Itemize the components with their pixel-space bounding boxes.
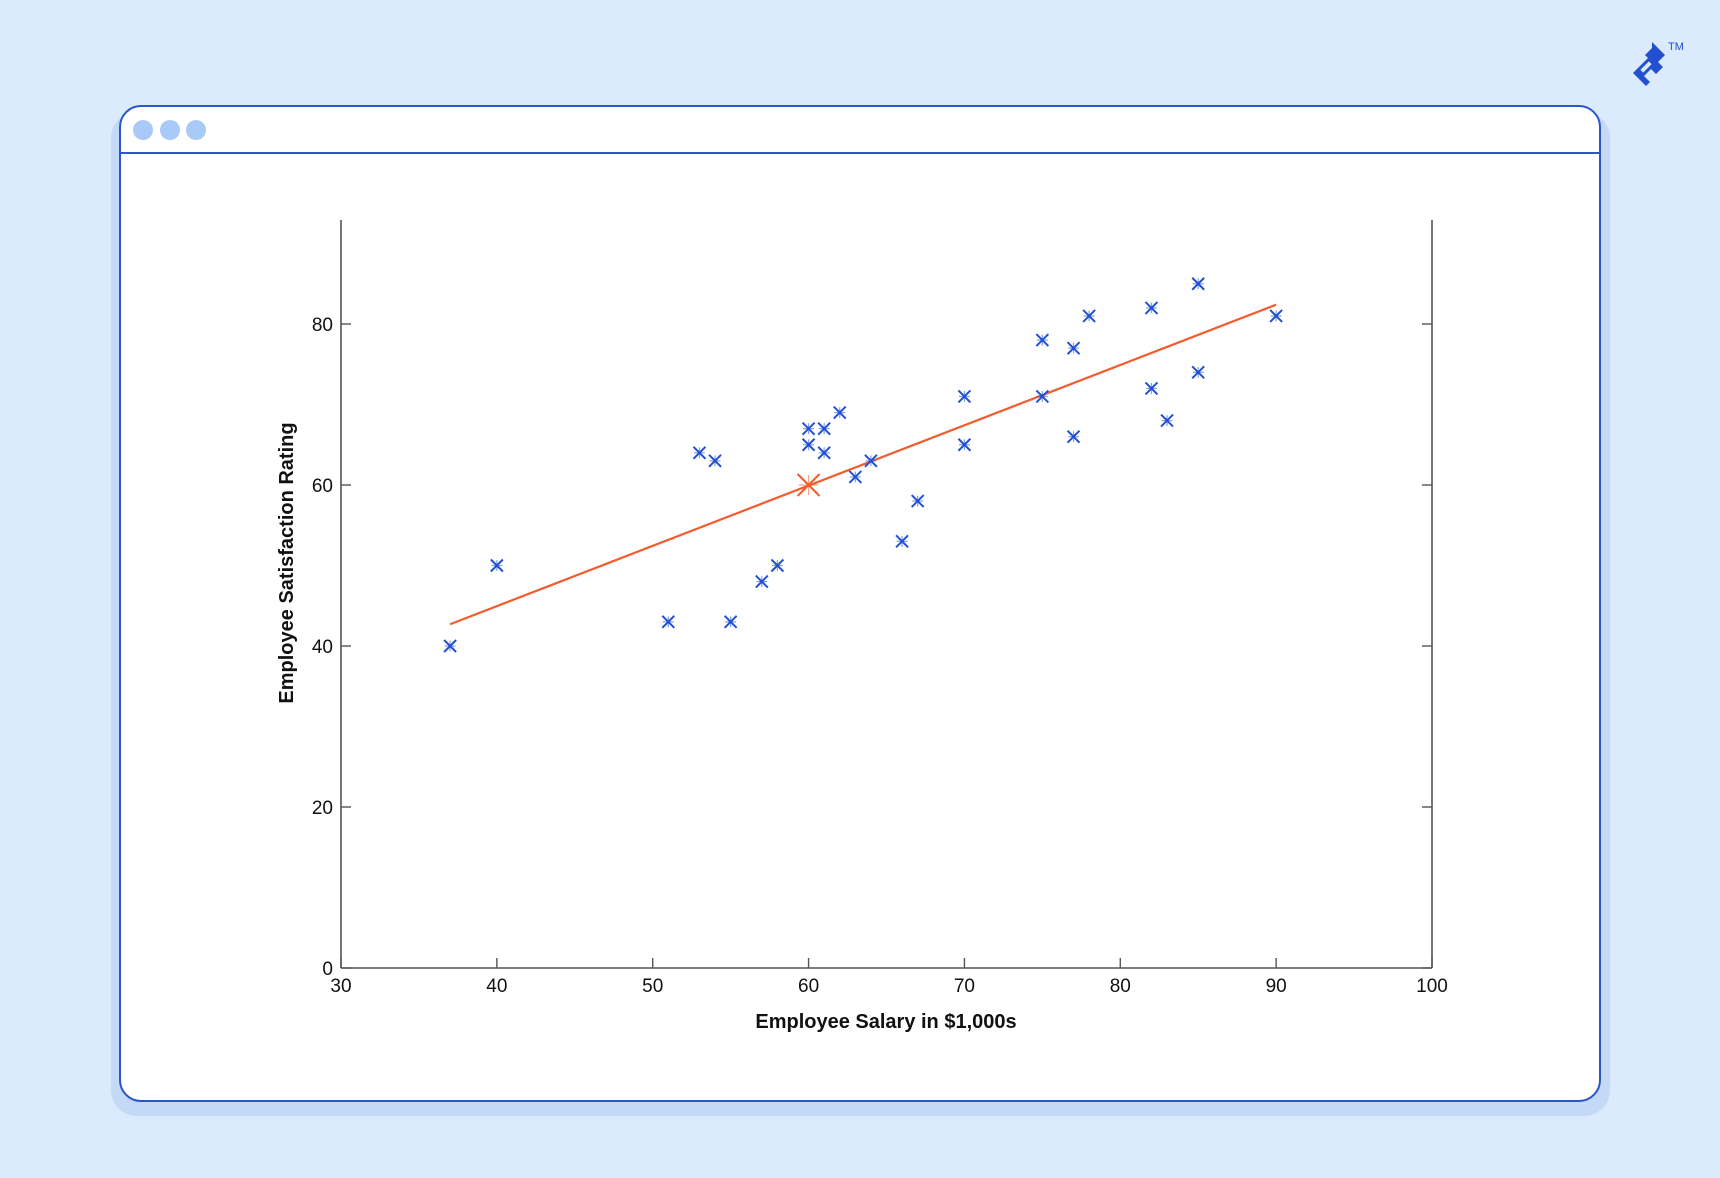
window-control-dot-3[interactable] [186,120,206,140]
y-tick-label: 0 [322,959,333,980]
window-control-dot-2[interactable] [160,120,180,140]
data-point-marker [1144,301,1159,315]
y-axis-label: Employee Satisfaction Rating [276,422,298,703]
data-point-marker [1191,365,1205,380]
data-point-marker [817,446,831,460]
data-point-marker [708,454,722,468]
data-point-marker [910,494,925,508]
data-point-marker [833,405,847,420]
chart-axes [340,220,1433,969]
data-point-marker [801,438,816,452]
data-point-marker [1082,309,1096,323]
data-point-marker [490,558,504,573]
data-point-marker [1035,333,1050,347]
data-point-marker [1144,381,1159,396]
x-tick-label: 100 [1416,976,1448,997]
x-tick-label: 80 [1110,976,1131,997]
title-bar [121,107,1599,154]
trademark-label: TM [1668,41,1684,53]
y-tick-label: 60 [312,476,333,497]
data-point-marker [1269,309,1283,323]
data-point-marker [801,421,816,436]
data-point-marker [692,446,707,460]
data-point-marker [1191,277,1205,291]
data-point-marker [1160,413,1174,428]
data-point-marker [770,558,785,573]
mean-point-marker [796,473,821,497]
x-tick-label: 30 [330,976,351,997]
y-tick-label: 40 [312,637,333,658]
data-point-marker [957,389,972,404]
toptal-logo-icon: TM [1633,41,1684,86]
data-point-marker [817,421,831,436]
x-tick-label: 40 [486,976,507,997]
data-point-marker [723,615,738,629]
regression-line [449,303,1277,626]
data-point-marker [443,639,457,653]
data-point-marker [1066,341,1081,355]
app-window [119,105,1601,1102]
data-point-marker [864,454,878,468]
y-tick-label: 20 [312,798,333,819]
mean-marker [796,473,821,497]
data-point-marker [1035,389,1050,404]
x-tick-label: 70 [954,976,975,997]
x-axis-label: Employee Salary in $1,000s [755,1011,1016,1033]
data-point-marker [661,615,676,629]
x-tick-label: 90 [1266,976,1287,997]
window-control-dot-1[interactable] [133,120,153,140]
data-point-marker [895,534,909,549]
data-point-marker [755,574,769,589]
data-point-marker [848,470,863,484]
axis-ticks: 30 40 50 60 70 80 90 100 0 20 40 60 80 [312,315,1448,997]
data-point-marker [1066,429,1081,444]
data-point-marker [957,438,972,452]
x-tick-label: 50 [642,976,663,997]
y-tick-label: 80 [312,315,333,336]
x-tick-label: 60 [798,976,819,997]
data-points [443,277,1283,653]
